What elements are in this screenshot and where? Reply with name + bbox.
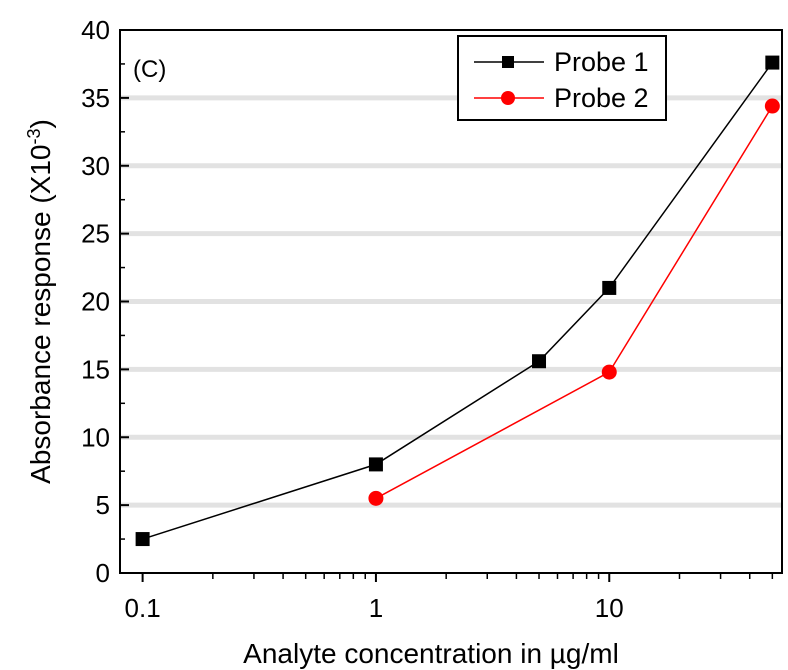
y-tick-label: 0 (96, 558, 110, 588)
x-axis-title-prefix: Analyte concentration in (243, 638, 550, 669)
legend-marker-circle (501, 91, 515, 105)
y-axis-title-close: ) (25, 119, 56, 128)
legend-label: Probe 2 (554, 83, 649, 113)
x-axis-title: Analyte concentration in µg/ml (243, 638, 619, 669)
legend: Probe 1 Probe 2 (457, 35, 667, 121)
legend-items: Probe 1 Probe 2 (474, 47, 649, 113)
y-tick-label: 25 (81, 219, 110, 249)
panel-label: (C) (133, 56, 166, 83)
y-axis-title-exponent: -3 (24, 128, 44, 144)
y-tick-label: 30 (81, 151, 110, 181)
y-tick-label: 5 (96, 490, 110, 520)
legend-label: Probe 1 (554, 47, 649, 77)
data-point-square (368, 457, 383, 472)
data-point-circle (368, 490, 384, 506)
x-tick-label: 10 (595, 593, 624, 623)
legend-box (457, 35, 667, 121)
data-point-circle (764, 98, 780, 114)
x-axis-title-unit: µg/ml (550, 638, 619, 669)
y-tick-label: 40 (81, 15, 110, 45)
y-tick-label: 35 (81, 83, 110, 113)
grid-layer (120, 95, 782, 508)
data-point-square (602, 280, 617, 295)
y-tick-label: 20 (81, 287, 110, 317)
data-point-square (765, 55, 780, 70)
data-point-square (135, 532, 150, 547)
data-point-circle (601, 364, 617, 380)
y-tick-label: 10 (81, 422, 110, 452)
y-axis-title: Absorbance response (X10-3) (24, 119, 56, 484)
y-tick-label: 15 (81, 354, 110, 384)
x-tick-label: 0.1 (125, 593, 161, 623)
axis-layer: 0 5 10 15 20 25 30 35 40 0.1 1 10 (81, 15, 774, 623)
x-tick-label: 1 (369, 593, 383, 623)
y-axis-title-main: Absorbance response (X10 (25, 145, 56, 484)
data-point-square (532, 354, 547, 369)
legend-marker-square (502, 56, 514, 68)
series-layer (135, 55, 780, 547)
